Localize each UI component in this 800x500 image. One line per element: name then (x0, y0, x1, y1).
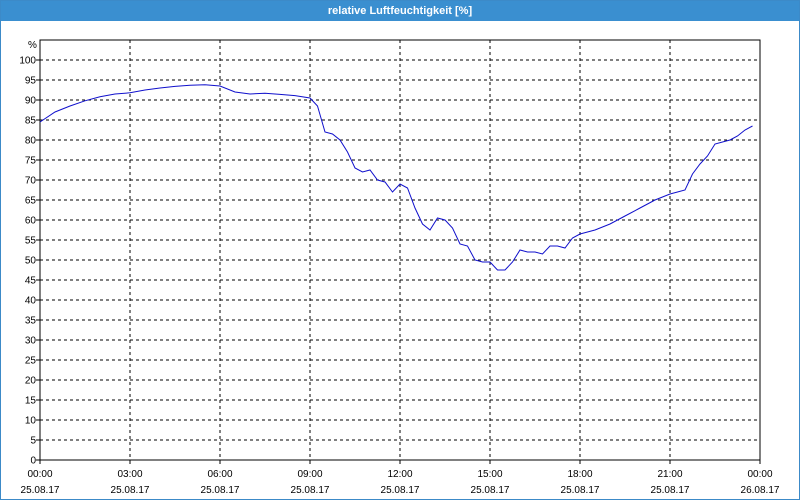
x-tick-label-time: 09:00 (297, 469, 322, 480)
x-tick-label-date: 25.08.17 (381, 485, 420, 496)
y-tick-label: 60 (25, 216, 37, 227)
x-tick-label-time: 18:00 (567, 469, 592, 480)
x-tick-label-time: 03:00 (117, 469, 142, 480)
y-tick-label: 50 (25, 256, 37, 267)
y-tick-label: 0 (30, 456, 36, 467)
y-tick-label: 90 (25, 96, 37, 107)
y-tick-label: 5 (30, 436, 36, 447)
y-tick-label: 100 (19, 56, 36, 67)
x-tick-label-time: 00:00 (27, 469, 52, 480)
x-tick-label-date: 25.08.17 (111, 485, 150, 496)
y-tick-label: 75 (25, 156, 37, 167)
x-tick-label-date: 25.08.17 (201, 485, 240, 496)
x-tick-label-time: 00:00 (747, 469, 772, 480)
grid-lines (40, 40, 760, 460)
x-axis-ticks: 00:00 25.08.17 03:00 25.08.17 06:00 25.08.17 0… (21, 460, 780, 496)
y-axis-ticks: 0 5 10 15 20 25 30 35 40 45 50 55 60 65 70 75 80 85 90 95 10… (19, 56, 40, 467)
x-tick-label-time: 12:00 (387, 469, 412, 480)
x-tick-label-date: 25.08.17 (561, 485, 600, 496)
y-axis-label: % (28, 40, 37, 51)
y-tick-label: 35 (25, 316, 37, 327)
y-tick-label: 10 (25, 416, 37, 427)
y-tick-label: 70 (25, 176, 37, 187)
series-line-humidity (39, 84, 753, 271)
x-tick-label-date: 26.08.17 (741, 485, 780, 496)
y-tick-label: 25 (25, 356, 37, 367)
y-tick-label: 15 (25, 396, 37, 407)
x-tick-label-time: 15:00 (477, 469, 502, 480)
x-tick-label-date: 25.08.17 (471, 485, 510, 496)
x-tick-label-date: 25.08.17 (651, 485, 690, 496)
y-tick-label: 45 (25, 276, 37, 287)
y-tick-label: 55 (25, 236, 37, 247)
x-tick-label-time: 06:00 (207, 469, 232, 480)
y-tick-label: 65 (25, 196, 37, 207)
y-tick-label: 30 (25, 336, 37, 347)
y-tick-label: 40 (25, 296, 37, 307)
y-tick-label: 80 (25, 136, 37, 147)
x-tick-label-date: 25.08.17 (21, 485, 60, 496)
y-tick-label: 85 (25, 116, 37, 127)
x-tick-label-time: 21:00 (657, 469, 682, 480)
y-tick-label: 95 (25, 76, 37, 87)
x-tick-label-date: 25.08.17 (291, 485, 330, 496)
window-title: relative Luftfeuchtigkeit [%] (1, 1, 799, 21)
y-tick-label: 20 (25, 376, 37, 387)
